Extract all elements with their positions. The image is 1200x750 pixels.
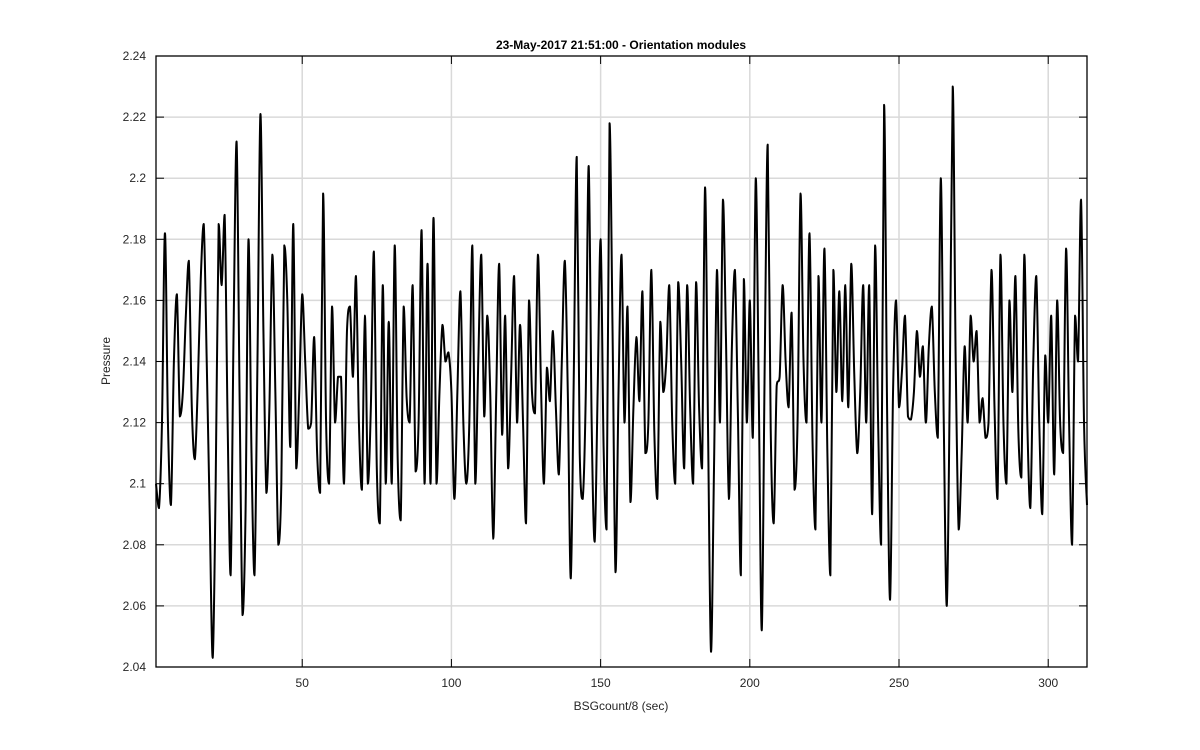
- y-tick-label: 2.06: [123, 599, 147, 613]
- y-tick-label: 2.24: [123, 49, 147, 63]
- series-layer: [155, 85, 1088, 659]
- y-axis-label: Pressure: [99, 337, 113, 385]
- x-tick-label: 300: [1038, 676, 1058, 690]
- y-tick-label: 2.2: [129, 171, 146, 185]
- x-tick-label: 100: [441, 676, 461, 690]
- x-axis-label: BSGcount/8 (sec): [574, 699, 669, 713]
- series-line: [155, 85, 1088, 659]
- y-tick-label: 2.1: [129, 477, 146, 491]
- x-tick-label: 50: [296, 676, 310, 690]
- x-tick-label: 200: [740, 676, 760, 690]
- y-tick-label: 2.18: [123, 232, 147, 246]
- x-tick-label: 250: [889, 676, 909, 690]
- x-tick-label: 150: [591, 676, 611, 690]
- grid: [156, 56, 1087, 667]
- y-tick-label: 2.08: [123, 538, 147, 552]
- y-tick-label: 2.22: [123, 110, 147, 124]
- y-tick-label: 2.12: [123, 416, 147, 430]
- ticks: 50 100 150 200 250 300 2.04 2.06 2.08 2.1 2.12 2.14…: [123, 49, 1087, 690]
- y-tick-label: 2.14: [123, 355, 147, 369]
- y-tick-label: 2.16: [123, 293, 147, 307]
- y-tick-label: 2.04: [123, 660, 147, 674]
- chart-title: 23-May-2017 21:51:00 - Orientation modul…: [496, 38, 746, 52]
